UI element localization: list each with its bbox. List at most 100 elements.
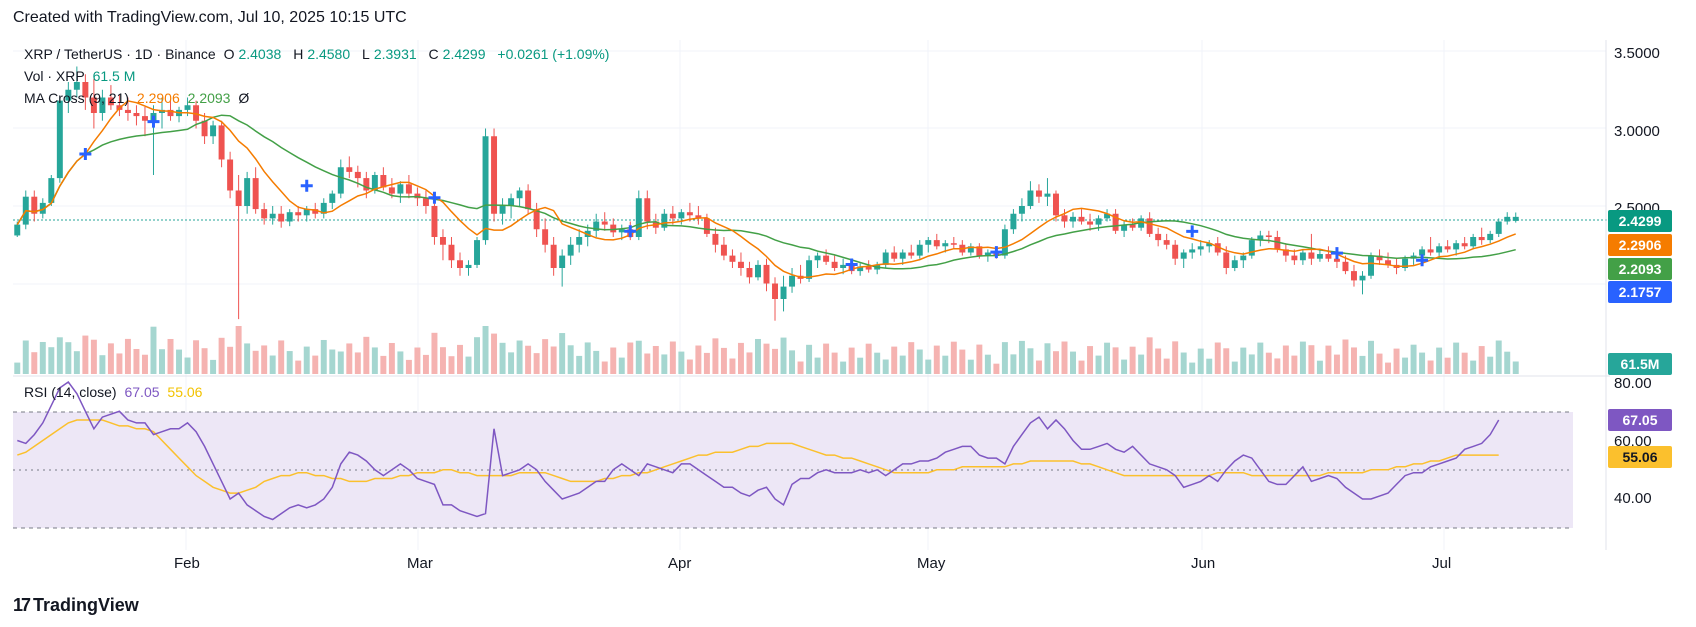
volume-bar (976, 344, 983, 374)
volume-bar (1044, 343, 1051, 374)
volume-bar (959, 349, 966, 374)
candle-body (644, 198, 651, 222)
price-tick-3-5: 3.5000 (1614, 45, 1660, 62)
volume-bar (133, 348, 140, 374)
volume-bar (669, 341, 676, 374)
candle-body (218, 125, 225, 160)
candle-body (610, 224, 617, 233)
volume-bar (703, 352, 710, 374)
candle-body (48, 178, 55, 203)
rsi-line (17, 380, 1500, 521)
candle-body (363, 178, 370, 191)
volume-bar (1504, 351, 1511, 374)
candle-body (891, 252, 898, 259)
volume-bar (831, 352, 838, 374)
volume-bar (380, 355, 387, 374)
volume-bar (1078, 360, 1085, 374)
volume-value: 61.5 M (92, 68, 136, 84)
volume-bar (491, 333, 498, 374)
volume-bar (848, 347, 855, 374)
candle-body (286, 212, 293, 222)
candle-body (789, 275, 796, 287)
volume-bar (925, 359, 932, 374)
candle-body (746, 268, 753, 278)
ma-slow-line (16, 114, 1516, 270)
candle-body (14, 224, 21, 236)
symbol-title[interactable]: XRP / TetherUS · 1D · Binance (24, 46, 216, 62)
volume-bar (635, 340, 642, 374)
volume-bar (874, 352, 881, 374)
ma-slow-value: 2.2093 (187, 90, 231, 106)
volume-bar (1138, 354, 1145, 374)
volume-bar (644, 353, 651, 374)
candle-body (167, 109, 174, 117)
x-tick-jul: Jul (1432, 555, 1452, 572)
volume-bar (516, 340, 523, 374)
volume-bar (857, 357, 864, 374)
candle-body (567, 244, 574, 256)
ma-cross-marker-icon (300, 179, 313, 192)
candle-body (542, 229, 549, 245)
rsi-label[interactable]: RSI (14, close) (24, 384, 117, 400)
candle-body (482, 136, 489, 241)
candle-body (1027, 190, 1034, 206)
volume-bar (1470, 360, 1477, 374)
rsi-value: 67.05 (124, 384, 160, 400)
candle-body (678, 212, 685, 219)
candle-body (942, 243, 949, 247)
candle-body (882, 252, 889, 265)
candle-body (1376, 255, 1383, 261)
volume-bar (201, 348, 208, 374)
volume-bar (1121, 359, 1128, 374)
candle-body (984, 252, 991, 256)
tradingview-logo[interactable]: 17 TradingView (13, 595, 139, 616)
volume-bar (457, 344, 463, 374)
candle-body (1104, 213, 1111, 219)
candle-body (474, 240, 480, 265)
legend-ma-cross: MA Cross (9, 21) 2.2906 2.2093 Ø (24, 90, 253, 106)
volume-bar (65, 342, 72, 374)
candle-body (337, 167, 344, 194)
candle-body (1308, 252, 1315, 259)
candle-body (840, 264, 847, 268)
candle-body (1240, 255, 1247, 261)
x-tick-feb: Feb (174, 555, 200, 572)
volume-bar (1299, 341, 1306, 374)
candle-body (857, 266, 864, 272)
volume-bar (141, 354, 148, 374)
candle-body (388, 187, 395, 194)
candle-body (82, 82, 89, 98)
ma-cross-label[interactable]: MA Cross (9, 21) (24, 90, 130, 106)
candle-body (133, 113, 140, 117)
volume-label[interactable]: Vol · XRP (24, 68, 85, 84)
candle-body (916, 244, 923, 256)
volume-bar (789, 350, 796, 374)
volume-bar (729, 358, 736, 374)
candle-body (56, 100, 63, 179)
ma-cross-marker-icon (79, 147, 92, 160)
price-tick-3-0: 3.0000 (1614, 123, 1660, 140)
candle-body (1155, 233, 1162, 241)
candle-body (1035, 190, 1042, 197)
ma-fast-tag: 2.2906 (1608, 234, 1672, 256)
volume-bar (167, 338, 174, 374)
volume-bar (184, 357, 191, 374)
volume-bar (1461, 352, 1468, 374)
volume-bar (840, 361, 847, 374)
candle-body (1368, 255, 1374, 276)
volume-bar (363, 336, 370, 374)
volume-bar (1163, 358, 1170, 374)
candle-body (780, 286, 787, 299)
rsi-tick-40: 40.00 (1614, 490, 1652, 507)
low-value: 2.3931 (373, 46, 417, 62)
volume-bar (439, 347, 446, 374)
candle-body (73, 82, 80, 90)
candle-body (1180, 252, 1187, 259)
candle-body (1214, 243, 1221, 253)
candle-body (320, 202, 327, 214)
volume-bar (193, 340, 200, 374)
volume-bar (1393, 348, 1400, 374)
volume-bar (159, 349, 165, 374)
volume-bar (1333, 354, 1340, 374)
